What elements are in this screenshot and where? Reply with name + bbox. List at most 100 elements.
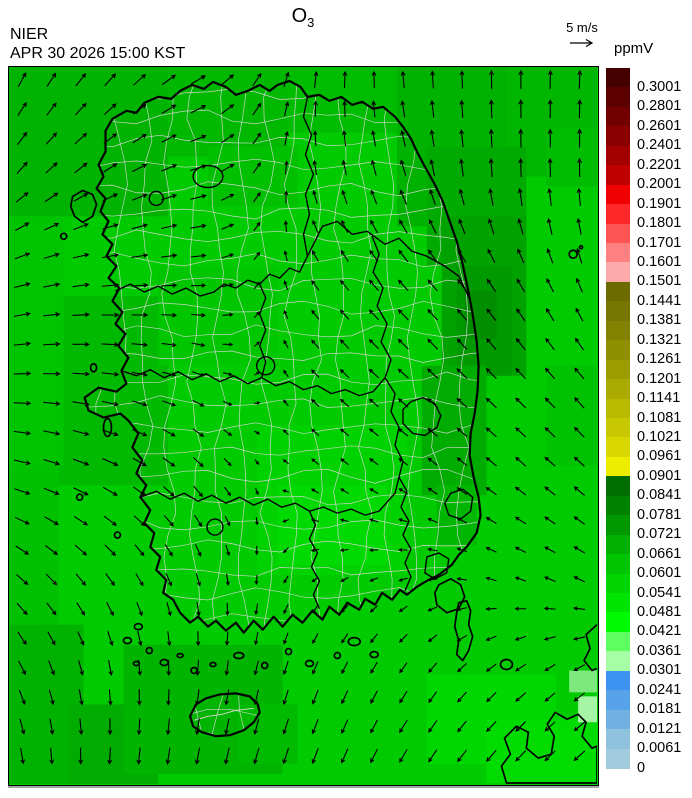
wind-arrow bbox=[544, 426, 556, 438]
unit-label: ppmV bbox=[614, 40, 654, 57]
colorbar-tick-label: 0.1321 bbox=[637, 331, 682, 348]
wind-arrow bbox=[223, 747, 230, 765]
colorbar-tick-label: 0.0121 bbox=[637, 720, 682, 737]
wind-arrow bbox=[340, 458, 349, 466]
wind-arrow bbox=[190, 223, 207, 229]
island bbox=[145, 646, 154, 655]
county-boundary-line bbox=[84, 611, 481, 626]
wind-arrow bbox=[311, 309, 320, 320]
wind-arrow bbox=[133, 73, 147, 86]
wind-arrow bbox=[573, 546, 586, 554]
wind-arrow bbox=[370, 719, 378, 734]
wind-arrow bbox=[106, 602, 114, 617]
wind-arrow bbox=[102, 223, 119, 230]
wind-arrow bbox=[101, 312, 120, 318]
wind-scale-arrow-icon bbox=[570, 38, 594, 48]
wind-arrow bbox=[253, 718, 260, 735]
wind-arrow bbox=[514, 576, 527, 582]
wind-arrow bbox=[311, 689, 319, 705]
wind-arrow bbox=[18, 689, 26, 705]
wind-arrow bbox=[312, 130, 318, 146]
wind-arrow bbox=[341, 189, 348, 205]
wind-arrow bbox=[341, 130, 347, 147]
colorbar-segment bbox=[606, 573, 630, 594]
colorbar-segment bbox=[606, 262, 630, 283]
wind-arrow bbox=[341, 661, 349, 675]
wind-arrow bbox=[485, 486, 497, 496]
wind-arrow bbox=[254, 603, 259, 616]
wind-arrow bbox=[488, 128, 494, 148]
wind-arrow bbox=[13, 430, 32, 436]
wind-arrow bbox=[72, 252, 90, 259]
province-boundary bbox=[140, 477, 400, 516]
island bbox=[209, 661, 217, 668]
wind-arrow bbox=[545, 307, 555, 322]
wind-arrow bbox=[43, 252, 60, 259]
wind-arrow bbox=[397, 398, 409, 408]
wind-arrow bbox=[194, 718, 200, 736]
wind-arrow bbox=[190, 134, 207, 143]
wind-arrow bbox=[223, 429, 233, 436]
wind-arrow bbox=[456, 547, 468, 553]
wind-arrow bbox=[575, 277, 583, 293]
wind-arrow bbox=[312, 632, 319, 645]
wind-arrow bbox=[339, 428, 350, 437]
wind-arrow bbox=[514, 606, 527, 611]
wind-arrow bbox=[283, 280, 289, 291]
island bbox=[233, 651, 245, 660]
colorbar-tick-label: 0.1141 bbox=[637, 390, 681, 407]
wind-arrow bbox=[515, 456, 527, 467]
wind-arrow bbox=[342, 70, 348, 88]
concentration-cell bbox=[207, 146, 298, 207]
wind-arrow bbox=[224, 718, 230, 736]
wind-arrow bbox=[161, 283, 178, 288]
wind-arrow bbox=[283, 71, 290, 88]
wind-arrow bbox=[574, 337, 585, 351]
wind-arrow bbox=[163, 486, 175, 497]
county-boundary-line bbox=[308, 80, 323, 737]
wind-arrow bbox=[191, 371, 205, 377]
wind-arrow bbox=[17, 72, 27, 87]
wind-arrow bbox=[514, 635, 527, 641]
wind-arrow bbox=[101, 371, 120, 377]
wind-arrow bbox=[49, 747, 55, 765]
kyushu-coastline-strip bbox=[583, 624, 597, 672]
wind-arrow bbox=[313, 70, 319, 88]
colorbar-segment bbox=[606, 223, 630, 244]
wind-arrow bbox=[400, 100, 406, 118]
wind-arrow bbox=[161, 164, 178, 172]
wind-arrow bbox=[485, 663, 497, 672]
wind-arrow bbox=[430, 70, 435, 89]
wind-arrow bbox=[191, 342, 206, 348]
colorbar-tick-label: 0.0061 bbox=[637, 740, 682, 757]
wind-arrow bbox=[429, 158, 436, 177]
county-boundary-line bbox=[84, 156, 481, 173]
wind-arrow bbox=[43, 430, 61, 436]
wind-field bbox=[13, 69, 586, 765]
wind-arrow bbox=[105, 573, 115, 587]
wind-arrow bbox=[370, 159, 377, 176]
colorbar-tick-label: 0.0421 bbox=[637, 623, 682, 640]
wind-arrow bbox=[486, 691, 497, 703]
wind-arrow bbox=[399, 219, 408, 234]
wind-arrow bbox=[399, 662, 408, 674]
wind-arrow bbox=[283, 220, 288, 233]
wind-arrow bbox=[131, 312, 149, 318]
wind-arrow bbox=[284, 190, 289, 204]
wind-arrow bbox=[72, 341, 90, 347]
wind-arrow bbox=[43, 487, 60, 496]
wind-arrow bbox=[104, 544, 116, 556]
wind-arrow bbox=[577, 99, 583, 119]
wind-arrow bbox=[544, 721, 556, 732]
wind-arrow bbox=[487, 248, 496, 264]
wind-arrow bbox=[545, 337, 555, 351]
wind-arrow bbox=[13, 311, 31, 317]
wind-arrow bbox=[72, 282, 90, 288]
gwangju-boundary bbox=[206, 518, 224, 536]
wind-arrow bbox=[544, 516, 556, 525]
wind-arrow bbox=[428, 691, 438, 704]
wind-arrow bbox=[486, 749, 497, 762]
wind-arrow bbox=[44, 516, 59, 525]
colorbar-segment bbox=[606, 437, 630, 458]
wind-arrow bbox=[312, 159, 318, 176]
